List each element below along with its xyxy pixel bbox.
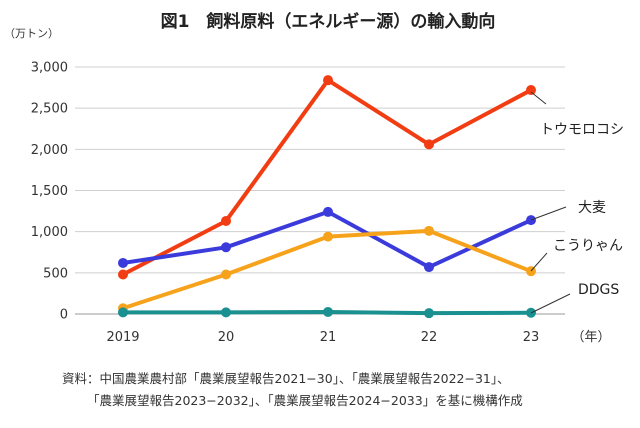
y-tick-label: 1,500 [31, 184, 68, 199]
data-point [221, 242, 231, 253]
data-point [118, 269, 128, 280]
chart-title: 図1 飼料原料（エネルギー源）の輸入動向 [161, 11, 496, 32]
y-tick-label: 2,500 [31, 102, 68, 117]
leader-line-omugi [530, 206, 567, 221]
data-point [323, 231, 333, 242]
data-point [221, 269, 231, 280]
source-note-line1: 資料：中国農業農村部「農業展望報告2021−30」、「農業展望報告2022−31… [62, 371, 510, 386]
data-point [221, 215, 231, 226]
gridlines [75, 66, 565, 315]
x-tick-label: 20 [218, 330, 235, 345]
x-tick-label: 23 [523, 330, 540, 345]
series-labels: トウモロコシ 大麦 こうりゃん DDGS [530, 91, 624, 314]
y-tick-label: 1,000 [31, 225, 68, 240]
data-point [118, 257, 128, 268]
data-point [424, 225, 434, 236]
series-label-ddgs: DDGS [578, 282, 619, 298]
x-axis-ticks: 2019 20 21 22 23 [106, 330, 539, 345]
data-point [424, 262, 434, 273]
y-unit-label: （万トン） [4, 27, 59, 40]
data-point [526, 85, 536, 96]
y-axis-ticks: 0 500 1,000 1,500 2,000 2,500 3,000 [31, 61, 68, 323]
series-label-kouryan: こうりゃん [553, 238, 623, 254]
data-point [221, 307, 231, 318]
y-tick-label: 3,000 [31, 61, 68, 76]
source-note-line2: 「農業展望報告2023−2032」、「農業展望報告2024−2033」を基に機構… [87, 393, 523, 408]
data-point [526, 215, 536, 226]
x-tick-label: 2019 [106, 330, 139, 345]
y-tick-label: 500 [43, 266, 68, 281]
leader-line-tomorokoshi [530, 91, 547, 105]
series-label-tomorokoshi: トウモロコシ [540, 122, 624, 138]
data-point [424, 308, 434, 319]
data-point [323, 75, 333, 86]
data-point [323, 206, 333, 217]
y-tick-label: 0 [60, 308, 68, 323]
x-tick-label: 21 [320, 330, 337, 345]
data-point [424, 139, 434, 150]
leader-line-ddgs [530, 293, 571, 314]
series-label-omugi: 大麦 [578, 200, 606, 216]
data-point [118, 307, 128, 318]
leader-line-kouryan [530, 252, 548, 272]
x-tick-label: 22 [421, 330, 438, 345]
x-unit-label: （年） [571, 330, 610, 345]
y-tick-label: 2,000 [31, 143, 68, 158]
data-point [323, 306, 333, 317]
series-lines [118, 75, 536, 319]
